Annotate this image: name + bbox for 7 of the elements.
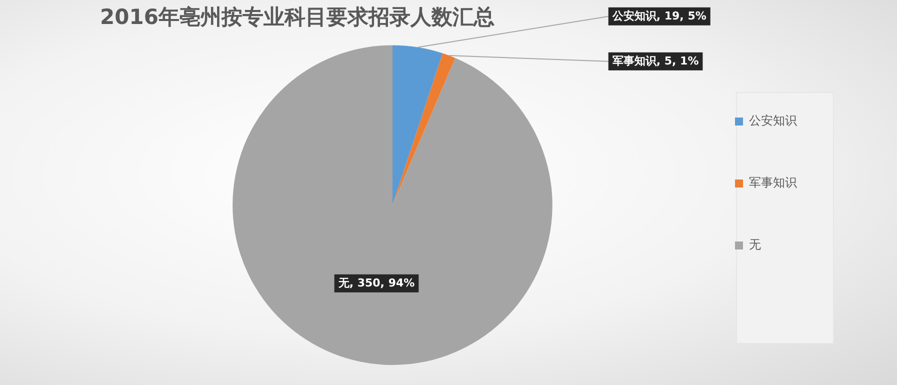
legend-label: 无 xyxy=(749,238,761,252)
legend-label: 军事知识 xyxy=(749,176,797,190)
chart-title: 2016年亳州按专业科目要求招录人数汇总 xyxy=(100,5,494,30)
data-label: 无, 350, 94% xyxy=(337,276,415,290)
data-label: 军事知识, 5, 1% xyxy=(612,54,699,68)
data-label: 公安知识, 19, 5% xyxy=(611,9,706,22)
legend-label: 公安知识 xyxy=(749,114,797,128)
